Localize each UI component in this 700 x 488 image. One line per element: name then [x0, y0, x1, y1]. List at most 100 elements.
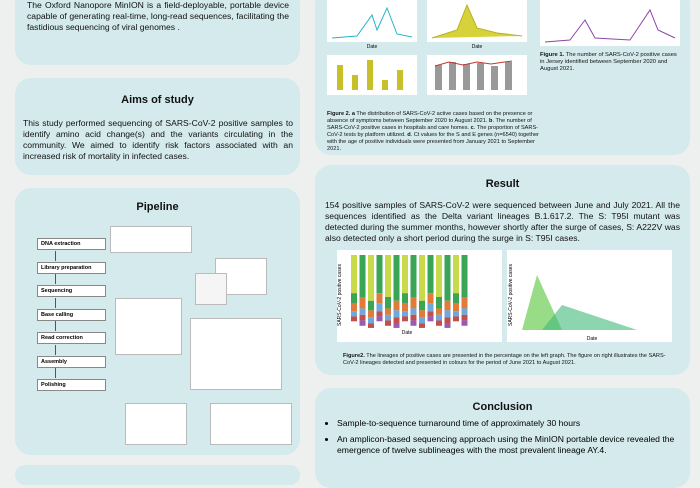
pipeline-step: Library preparation: [37, 261, 106, 274]
caption-text: The number of SARS-CoV-2 positive cases …: [540, 52, 677, 72]
image: [190, 318, 282, 390]
bar-segment: [461, 320, 468, 326]
image: [110, 226, 192, 253]
chart-frame: [540, 0, 680, 46]
bar-segment: [359, 297, 366, 309]
pipeline-step: Polishing: [37, 379, 106, 391]
result-caption: Figure2. The lineages of positive cases …: [343, 353, 673, 367]
caption-label: Figure2.: [343, 353, 365, 359]
result-panel: Result 154 positive samples of SARS-CoV-…: [315, 165, 690, 375]
stacked-bars: [351, 255, 468, 328]
bar-segment: [385, 297, 391, 309]
arrow: [55, 297, 56, 308]
result-graphics: SARS-CoV-2 positive cases Date SARS-CoV-…: [337, 250, 672, 342]
bar-segment: [368, 323, 374, 328]
bar-segment: [402, 303, 408, 312]
bar-segment: [427, 316, 434, 322]
figures-panel: Date Date Figure 1. The number of SARS-C…: [315, 0, 690, 155]
pipeline-step: Base calling: [37, 308, 106, 321]
result-text: 154 positive samples of SARS-CoV-2 were …: [325, 200, 680, 243]
bar-segment: [368, 317, 374, 324]
caption-label: c: [470, 125, 474, 131]
bar-segment: [453, 255, 459, 294]
bar-segment: [410, 255, 417, 297]
bar-segment: [410, 308, 417, 315]
pipeline-panel: Pipeline DNA extraction Library preparati…: [15, 188, 300, 455]
bar-segment: [376, 311, 383, 317]
bar-segment: [436, 308, 442, 315]
aims-text: This study performed sequencing of SARS-…: [23, 118, 293, 161]
arrow: [55, 250, 56, 261]
bar-segment: [385, 255, 391, 297]
caption-text: The distribution of SARS-CoV-2 active ca…: [327, 111, 533, 124]
bar-segment: [436, 314, 442, 321]
arrow: [55, 368, 56, 378]
bar-segment: [393, 317, 400, 324]
bar-segment: [410, 297, 417, 309]
caption-label: b: [489, 118, 493, 124]
bar-segment: [359, 314, 366, 321]
bar-segment: [376, 255, 383, 294]
figure-2-caption: Figure 2. a The distribution of SARS-CoV…: [327, 111, 542, 153]
conclusion-title: Conclusion: [472, 401, 533, 413]
axis-label: Date: [367, 44, 378, 50]
intro-panel: The Oxford Nanopore MinION is a field-de…: [15, 0, 300, 65]
bar-segment: [351, 303, 357, 312]
bars: [337, 60, 403, 90]
bar-segment: [351, 316, 357, 322]
bar-segment: [368, 300, 374, 311]
axis-label: SARS-CoV-2 positive cases: [337, 264, 343, 326]
image: [115, 298, 182, 355]
bar-segment: [402, 311, 408, 317]
bar-segment: [393, 323, 400, 328]
pipeline-title: Pipeline: [136, 201, 179, 213]
bar-segment: [385, 314, 391, 321]
poster: The Oxford Nanopore MinION is a field-de…: [0, 0, 700, 470]
bullet: Sample-to-sequence turnaround time of ap…: [337, 418, 697, 429]
aims-panel: Aims of study This study performed seque…: [15, 78, 300, 175]
caption-text: . The number of SARS-CoV-2 positive case…: [327, 118, 532, 131]
bar-segment: [453, 293, 459, 304]
intro-text: The Oxford Nanopore MinION is a field-de…: [27, 0, 289, 32]
chart-area: [431, 3, 523, 39]
bar-segment: [393, 300, 400, 311]
bar-segment: [453, 303, 459, 312]
chart-area: [522, 275, 562, 330]
bar-segment: [444, 323, 451, 328]
bar-segment: [402, 255, 408, 294]
arrow: [55, 321, 56, 331]
bar-segment: [376, 316, 383, 322]
result-title: Result: [485, 178, 520, 190]
chart-line: [434, 60, 513, 67]
bar-segment: [419, 323, 425, 328]
bullet: An amplicon-based sequencing approach us…: [337, 434, 697, 456]
bar-segment: [393, 310, 400, 318]
bar-segment: [461, 297, 468, 309]
figure-1-caption: Figure 1. The number of SARS-CoV-2 posit…: [540, 52, 680, 73]
axis-label: Date: [587, 336, 598, 342]
chart-area: [542, 305, 637, 330]
bar-segment: [368, 255, 374, 301]
pipeline-step: Sequencing: [37, 285, 106, 297]
caption-text: The lineages of positive cases are prese…: [343, 353, 666, 366]
bar-segment: [453, 311, 459, 317]
bar-segment: [461, 308, 468, 315]
chart-line: [544, 8, 676, 43]
bar-segment: [376, 303, 383, 312]
bar-segment: [444, 310, 451, 318]
bar-segment: [427, 293, 434, 304]
bar-segment: [359, 308, 366, 315]
bar-segment: [351, 311, 357, 317]
bar-segment: [427, 311, 434, 317]
bar-segment: [376, 293, 383, 304]
conclusion-panel: Conclusion Sample-to-sequence turnaround…: [315, 388, 690, 488]
axis-label: SARS-CoV-2 positive cases: [508, 264, 514, 326]
bar-segment: [444, 317, 451, 324]
bar-segment: [368, 310, 374, 318]
bar-segment: [419, 310, 425, 318]
bar-segment: [410, 314, 417, 321]
bar-segment: [461, 314, 468, 321]
bar-segment: [385, 308, 391, 315]
bars: [435, 62, 512, 90]
bar-segment: [427, 255, 434, 294]
